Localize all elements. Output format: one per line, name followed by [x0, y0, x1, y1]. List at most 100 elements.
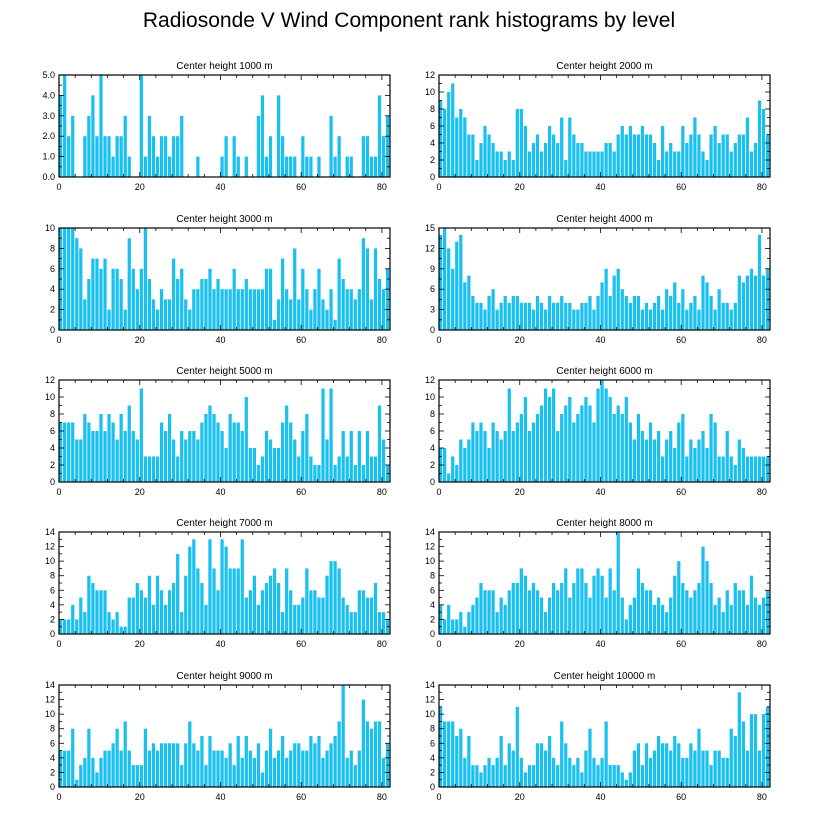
histogram-bar — [685, 456, 689, 482]
histogram-bar — [608, 296, 612, 330]
histogram-bar — [268, 268, 273, 330]
histogram-bar — [260, 95, 265, 177]
histogram-bar — [337, 456, 341, 482]
x-tick-label: 20 — [515, 335, 525, 345]
histogram-bar — [184, 743, 188, 787]
histogram-bar — [79, 248, 83, 330]
histogram-bar — [188, 431, 192, 482]
x-tick-label: 40 — [595, 182, 605, 192]
histogram-bar — [349, 156, 353, 177]
histogram-bar — [232, 268, 236, 330]
histogram-bar — [361, 590, 365, 634]
histogram-bar — [115, 612, 119, 634]
histogram-bar — [155, 456, 160, 482]
histogram-bar — [757, 604, 762, 634]
histogram-bar — [584, 302, 588, 330]
x-tick-label: 20 — [135, 182, 145, 192]
histogram-bar — [729, 151, 733, 177]
histogram-bar — [232, 136, 236, 177]
histogram-bar — [523, 772, 528, 787]
histogram-bar — [681, 126, 685, 177]
histogram-bar — [757, 750, 762, 787]
histogram-bar — [519, 757, 523, 787]
histogram-bar — [268, 439, 273, 482]
histogram-bar — [608, 143, 612, 177]
histogram-bar — [256, 115, 261, 177]
chart-panel-9: Center height 9000 m 0 20 40 60 80 0 2 4 6 8 10 12 14 — [45, 671, 391, 802]
histogram-bar — [697, 309, 701, 330]
histogram-bar — [260, 772, 265, 787]
histogram-bar — [317, 268, 321, 330]
y-tick-label: 6 — [430, 284, 435, 294]
histogram-bar — [556, 302, 560, 330]
histogram-bar — [309, 590, 313, 634]
histogram-bar — [289, 590, 293, 634]
histogram-bar — [256, 289, 261, 330]
histogram-bar — [608, 397, 612, 482]
histogram-bar — [365, 136, 370, 177]
histogram-bar — [640, 765, 645, 787]
histogram-bar — [459, 234, 463, 330]
y-tick-label: 4 — [430, 753, 435, 763]
histogram-bar — [495, 612, 499, 634]
histogram-bar — [172, 136, 176, 177]
histogram-bar — [281, 258, 285, 330]
histogram-bar — [535, 296, 540, 330]
x-tick-label: 60 — [296, 182, 306, 192]
histogram-bar — [341, 597, 345, 634]
histogram-bar — [188, 546, 192, 634]
histogram-bar — [459, 728, 463, 787]
histogram-bar — [459, 612, 463, 634]
x-tick-label: 0 — [56, 487, 61, 497]
x-tick-label: 60 — [676, 487, 686, 497]
histogram-bar — [523, 397, 528, 482]
histogram-bar — [661, 456, 665, 482]
histogram-bar — [71, 604, 75, 634]
histogram-bar — [131, 765, 135, 787]
histogram-bar — [515, 706, 519, 787]
x-tick-label: 60 — [296, 487, 306, 497]
histogram-bar — [527, 151, 532, 177]
histogram-bar — [349, 612, 353, 634]
histogram-bar — [71, 728, 75, 787]
histogram-bar — [135, 583, 139, 634]
histogram-bar — [95, 258, 99, 330]
x-tick-label: 80 — [377, 792, 387, 802]
histogram-bar — [349, 431, 353, 482]
histogram-bar — [232, 765, 236, 787]
histogram-bar — [95, 431, 99, 482]
histogram-bar — [753, 275, 758, 330]
histogram-bar — [507, 590, 511, 634]
histogram-bar — [479, 422, 483, 482]
histogram-bar — [147, 456, 152, 482]
histogram-bar — [381, 289, 386, 330]
histogram-bar — [547, 397, 552, 482]
histogram-bar — [268, 728, 273, 787]
chart-panel-5: Center height 5000 m 0 20 40 60 80 0 2 4 6 8 10 12 — [45, 366, 391, 497]
histogram-bar — [111, 619, 115, 634]
histogram-bar — [329, 115, 333, 177]
x-tick-label: 60 — [676, 639, 686, 649]
histogram-bar — [535, 590, 540, 634]
histogram-bar — [248, 750, 252, 787]
x-tick-label: 0 — [436, 335, 441, 345]
panel-title: Center height 9000 m — [176, 671, 272, 682]
histogram-bar — [693, 296, 697, 330]
histogram-bar — [281, 736, 285, 787]
histogram-bar — [317, 597, 321, 634]
histogram-bar — [737, 134, 741, 177]
histogram-bar — [353, 299, 357, 330]
y-tick-label: 10 — [425, 392, 435, 402]
x-tick-label: 60 — [296, 639, 306, 649]
x-tick-label: 20 — [515, 182, 525, 192]
histogram-bar — [297, 299, 301, 330]
histogram-bar — [107, 136, 111, 177]
histogram-bar — [725, 302, 729, 330]
histogram-bar — [115, 728, 119, 787]
histogram-bar — [721, 757, 725, 787]
histogram-bar — [576, 568, 580, 634]
histogram-bar — [111, 422, 115, 482]
histogram-bar — [75, 439, 79, 482]
histogram-bar — [103, 431, 107, 482]
histogram-bar — [491, 590, 495, 634]
